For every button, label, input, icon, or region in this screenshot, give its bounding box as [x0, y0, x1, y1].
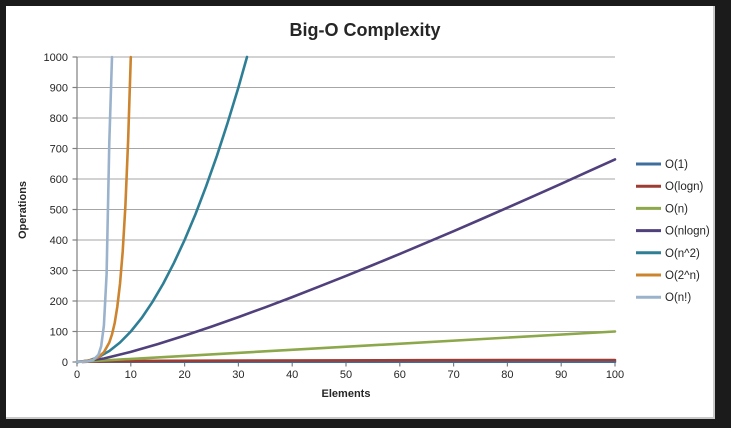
x-tick-label-60: 60 [394, 369, 406, 381]
x-tick-label-100: 100 [606, 369, 624, 381]
legend-item-3: O(nlogn) [636, 226, 710, 238]
y-tick-label-700: 700 [50, 144, 68, 156]
series-line-4 [75, 55, 249, 364]
series-line-2 [75, 330, 617, 364]
y-tick-label-200: 200 [50, 296, 68, 308]
gridlines-group [77, 56, 615, 332]
x-tick-label-80: 80 [501, 369, 513, 381]
legend-item-6: O(n!) [636, 292, 691, 304]
y-tick-label-400: 400 [50, 235, 68, 247]
series-lines-group [75, 55, 617, 364]
legend-item-4: O(n^2) [636, 248, 700, 260]
chart-inner-edge-bottom [6, 417, 715, 419]
y-tick-label-800: 800 [50, 113, 68, 125]
x-axis-title: Elements [322, 388, 371, 400]
chart-inner-edge-right [713, 6, 715, 419]
x-tick-label-90: 90 [555, 369, 567, 381]
legend-item-1: O(logn) [636, 181, 704, 193]
legend-group: O(1) O(logn) O(n) O(nlogn) O(n^2) O(2^n) O(n!) [636, 159, 710, 304]
x-tick-label-40: 40 [286, 369, 298, 381]
y-tick-label-0: 0 [62, 357, 68, 369]
big-o-complexity-chart: Big-O Complexity 01002003004005006007008… [17, 20, 710, 400]
legend-label-0: O(1) [665, 159, 688, 171]
y-tick-label-600: 600 [50, 174, 68, 186]
legend-item-2: O(n) [636, 203, 688, 215]
legend-label-6: O(n!) [665, 292, 691, 304]
tick-labels-group: 0 100 200 300 400 500 600 700 800 900 1000 0 10 20 30 4… [44, 52, 625, 381]
y-tick-label-300: 300 [50, 266, 68, 278]
legend-item-0: O(1) [636, 159, 688, 171]
legend-label-3: O(nlogn) [665, 226, 710, 238]
y-tick-label-100: 100 [50, 327, 68, 339]
legend-label-2: O(n) [665, 203, 688, 215]
x-tick-label-0: 0 [74, 369, 80, 381]
legend-label-1: O(logn) [665, 181, 704, 193]
y-tick-label-500: 500 [50, 205, 68, 217]
x-tick-label-30: 30 [232, 369, 244, 381]
legend-item-5: O(2^n) [636, 270, 700, 282]
axes-group [72, 56, 616, 367]
x-tick-label-70: 70 [447, 369, 459, 381]
y-tick-label-900: 900 [50, 83, 68, 95]
series-line-6 [75, 55, 114, 364]
x-tick-label-10: 10 [125, 369, 137, 381]
legend-label-5: O(2^n) [665, 270, 700, 282]
y-axis-title: Operations [17, 181, 29, 239]
y-tick-label-1000: 1000 [44, 52, 68, 64]
legend-label-4: O(n^2) [665, 248, 700, 260]
chart-title: Big-O Complexity [289, 20, 440, 40]
chart-area: Big-O Complexity 0 100 200 300 400 500 600 700 8… [6, 6, 715, 419]
x-tick-label-50: 50 [340, 369, 352, 381]
x-tick-label-20: 20 [178, 369, 190, 381]
series-line-3 [75, 158, 617, 364]
